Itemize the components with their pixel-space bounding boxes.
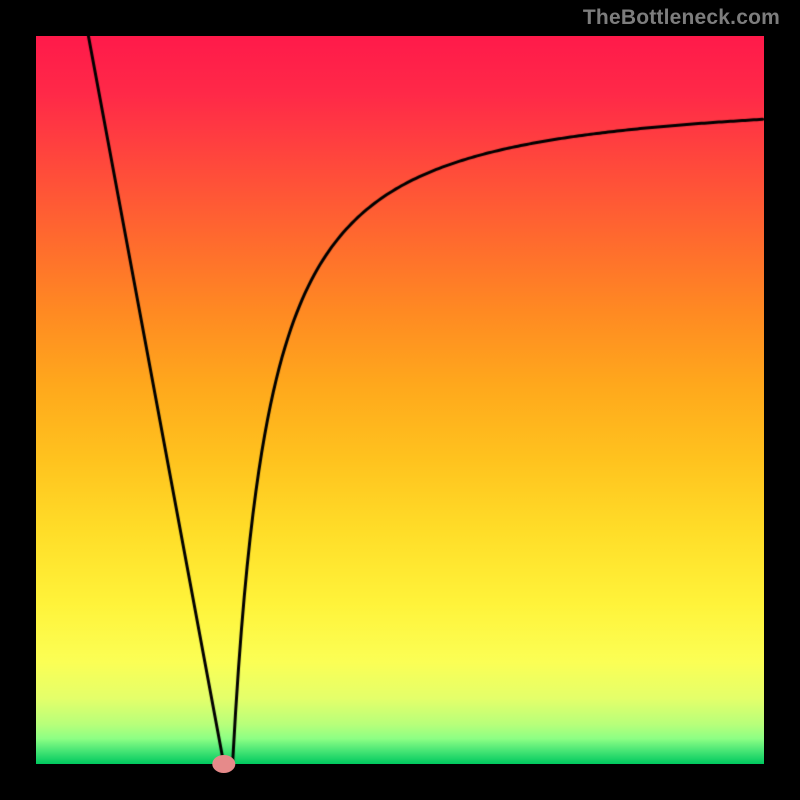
- figure-container: TheBottleneck.com: [0, 0, 800, 800]
- plot-area: [36, 36, 764, 764]
- optimum-marker: [212, 755, 235, 773]
- attribution-label: TheBottleneck.com: [583, 6, 780, 30]
- bottleneck-curve: [36, 36, 764, 764]
